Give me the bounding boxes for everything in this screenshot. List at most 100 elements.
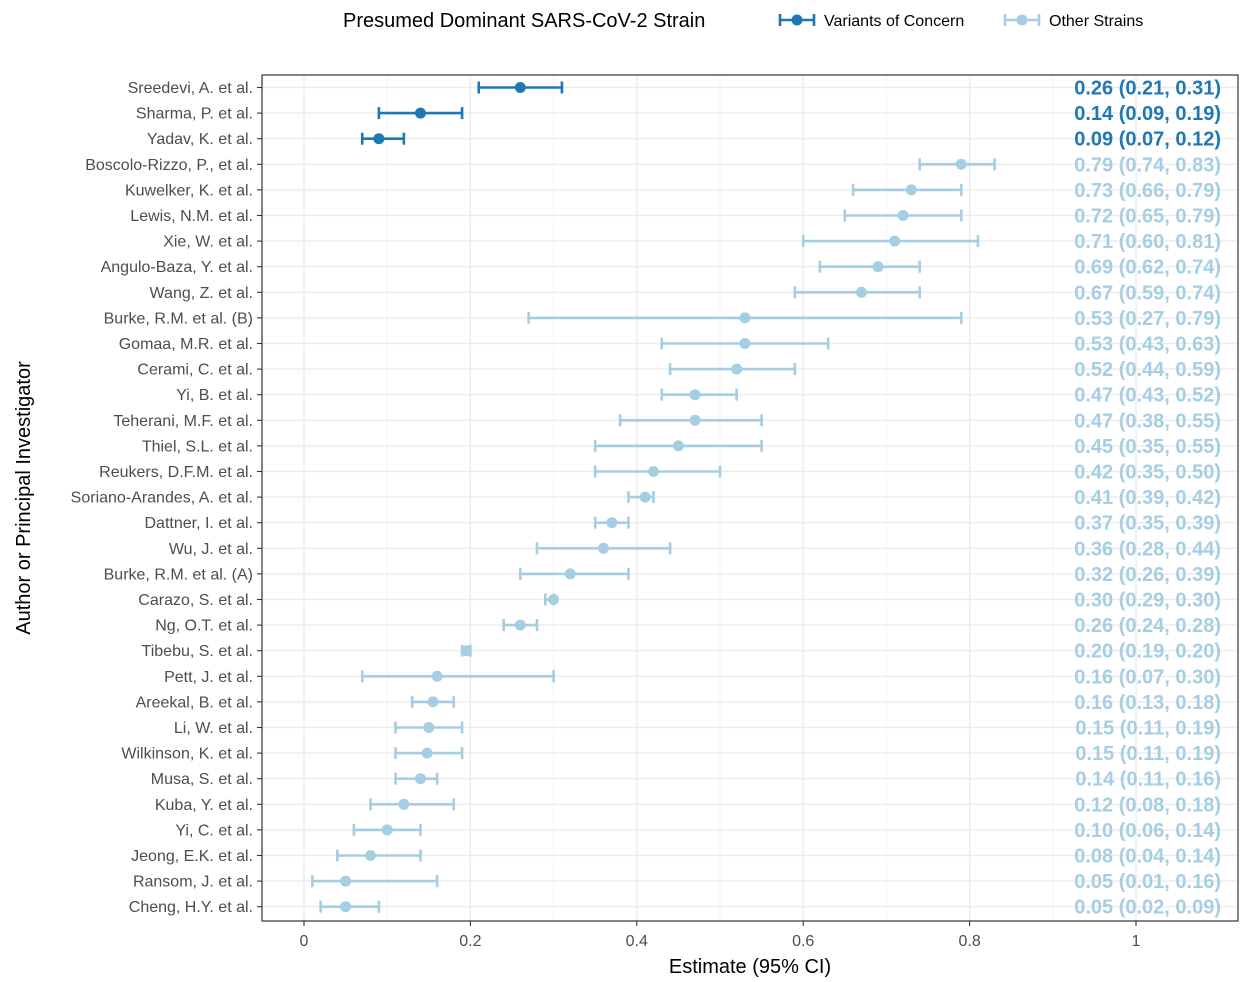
legend-label: Other Strains xyxy=(1049,13,1143,30)
estimate-label: 0.20 (0.19, 0.20) xyxy=(1074,641,1221,663)
estimate-row xyxy=(460,644,472,657)
legend-item: Variants of Concern xyxy=(778,13,964,30)
point-estimate xyxy=(431,670,443,682)
author-label: Boscolo-Rizzo, P., et al. xyxy=(85,157,253,174)
point-estimate xyxy=(421,747,433,759)
author-label: Ng, O.T. et al. xyxy=(155,618,253,635)
author-label: Kuba, Y. et al. xyxy=(155,797,253,814)
estimate-label: 0.26 (0.24, 0.28) xyxy=(1074,615,1221,637)
estimate-label: 0.79 (0.74, 0.83) xyxy=(1074,154,1221,176)
estimate-row xyxy=(543,593,560,606)
estimate-row xyxy=(535,542,672,555)
author-label: Cheng, H.Y. et al. xyxy=(129,899,253,916)
author-label: Burke, R.M. et al. (B) xyxy=(104,310,253,327)
estimate-label: 0.26 (0.21, 0.31) xyxy=(1074,78,1221,100)
x-axis-title: Estimate (95% CI) xyxy=(669,956,831,978)
estimate-label: 0.16 (0.13, 0.18) xyxy=(1074,692,1221,714)
x-axis: 0 0.2 0.4 0.6 0.8 1 xyxy=(300,921,1141,950)
estimate-row xyxy=(918,158,996,171)
estimate-row xyxy=(394,747,464,760)
x-tick-label: 0.6 xyxy=(792,933,814,950)
author-label: Tibebu, S. et al. xyxy=(142,643,253,660)
x-tick-label: 0.8 xyxy=(958,933,980,950)
estimate-label: 0.10 (0.06, 0.14) xyxy=(1074,820,1221,842)
point-estimate xyxy=(564,568,576,580)
estimate-label: 0.05 (0.02, 0.09) xyxy=(1074,897,1221,919)
estimate-label: 0.30 (0.29, 0.30) xyxy=(1074,590,1221,612)
author-label: Sreedevi, A. et al. xyxy=(128,80,253,97)
x-tick-label: 0.2 xyxy=(459,933,481,950)
point-estimate xyxy=(855,286,867,298)
estimate-label: 0.45 (0.35, 0.55) xyxy=(1074,436,1221,458)
estimate-label: 0.67 (0.59, 0.74) xyxy=(1074,282,1221,304)
point-estimate xyxy=(872,261,884,273)
legend-item: Other Strains xyxy=(1003,13,1143,30)
author-label: Jeong, E.K. et al. xyxy=(131,848,253,865)
author-label: Angulo-Baza, Y. et al. xyxy=(101,259,253,276)
estimate-label: 0.53 (0.43, 0.63) xyxy=(1074,334,1221,356)
author-label: Kuwelker, K. et al. xyxy=(125,182,253,199)
author-label: Yi, B. et al. xyxy=(176,387,253,404)
point-estimate xyxy=(514,619,526,631)
legend: Presumed Dominant SARS-CoV-2 Strain Vari… xyxy=(343,10,1143,32)
estimate-row xyxy=(618,414,763,427)
estimate-label: 0.12 (0.08, 0.18) xyxy=(1074,794,1221,816)
author-label: Soriano-Arandes, A. et al. xyxy=(71,490,253,507)
estimate-row xyxy=(477,81,564,94)
estimate-row xyxy=(377,107,464,120)
estimate-row xyxy=(319,900,381,913)
point-estimate xyxy=(647,466,659,477)
point-estimate xyxy=(414,107,426,119)
major-gridlines xyxy=(262,75,1238,921)
point-estimate xyxy=(427,696,439,708)
point-estimate xyxy=(340,875,352,887)
estimate-labels: 0.26 (0.21, 0.31) 0.14 (0.09, 0.19) 0.09 (… xyxy=(1074,78,1221,919)
author-label: Areekal, B. et al. xyxy=(136,694,253,711)
point-estimate xyxy=(398,798,410,810)
point-estimate xyxy=(548,594,560,605)
author-label: Xie, W. et al. xyxy=(163,234,253,251)
point-estimate xyxy=(514,82,526,93)
estimate-row xyxy=(660,337,830,350)
estimate-row xyxy=(801,235,980,248)
estimate-row xyxy=(369,798,456,811)
estimate-label: 0.05 (0.01, 0.16) xyxy=(1074,871,1221,893)
estimate-row xyxy=(360,670,555,683)
estimate-row xyxy=(793,286,921,299)
x-tick-label: 0 xyxy=(300,933,309,950)
x-tick-label: 1 xyxy=(1132,933,1141,950)
estimate-row xyxy=(502,619,539,632)
estimate-row xyxy=(410,695,456,708)
plot-panel: 0.26 (0.21, 0.31) 0.14 (0.09, 0.19) 0.09 (… xyxy=(261,74,1239,922)
estimate-label: 0.47 (0.38, 0.55) xyxy=(1074,410,1221,432)
estimate-row xyxy=(668,363,797,376)
legend-point xyxy=(791,14,803,26)
author-label: Burke, R.M. et al. (A) xyxy=(104,566,253,583)
estimate-label: 0.15 (0.11, 0.19) xyxy=(1075,743,1221,765)
estimate-row xyxy=(818,260,921,273)
y-axis-title: Author or Principal Investigator xyxy=(13,361,35,635)
estimate-row xyxy=(352,823,422,836)
author-label: Pett, J. et al. xyxy=(164,669,253,686)
estimate-label: 0.36 (0.28, 0.44) xyxy=(1074,538,1221,560)
panel-border xyxy=(261,74,1239,922)
estimate-row xyxy=(519,567,630,580)
estimate-label: 0.47 (0.43, 0.52) xyxy=(1074,385,1221,407)
estimate-label: 0.72 (0.65, 0.79) xyxy=(1074,206,1221,228)
author-label: Yadav, K. et al. xyxy=(147,131,253,148)
point-estimate xyxy=(639,491,651,503)
legend-items: Variants of Concern Other Strains xyxy=(778,13,1143,30)
point-estimate xyxy=(365,850,377,861)
author-label: Wilkinson, K. et al. xyxy=(121,746,253,763)
estimate-label: 0.32 (0.26, 0.39) xyxy=(1074,564,1221,586)
estimate-label: 0.08 (0.04, 0.14) xyxy=(1074,846,1221,868)
estimate-row xyxy=(394,772,439,785)
estimate-label: 0.15 (0.11, 0.19) xyxy=(1075,718,1221,740)
point-estimate xyxy=(897,210,909,221)
estimate-row xyxy=(593,516,630,529)
point-estimate xyxy=(381,824,393,836)
x-tick-label: 0.4 xyxy=(626,933,648,950)
author-label: Musa, S. et al. xyxy=(151,771,253,788)
estimate-row xyxy=(527,311,963,324)
estimate-row xyxy=(851,183,963,196)
